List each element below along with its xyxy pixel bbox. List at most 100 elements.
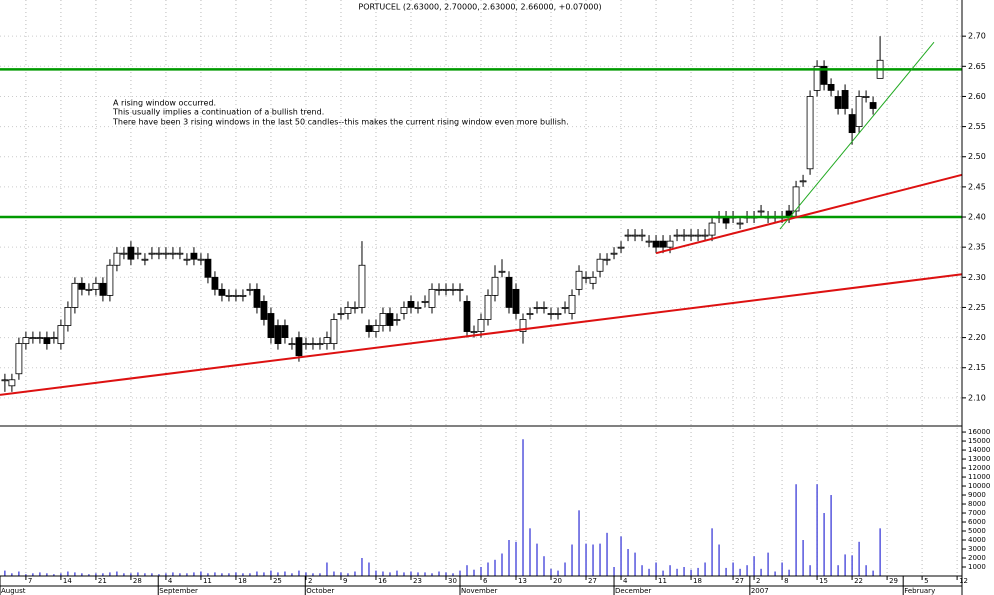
candle-body (414, 307, 422, 309)
candle-body (155, 252, 163, 255)
x-tick-label: 30 (448, 577, 457, 585)
candle-body (204, 258, 212, 278)
x-tick-label: 2 (756, 577, 760, 585)
x-tick-label: 18 (238, 577, 247, 585)
candle-body (113, 252, 121, 266)
x-tick-label: 11 (203, 577, 212, 585)
x-tick-label: 21 (98, 577, 107, 585)
candle-body (862, 96, 870, 98)
candle-body (15, 343, 23, 375)
candle-body (162, 252, 170, 255)
candle-body (71, 282, 79, 308)
y-tick-label: 8000 (968, 500, 986, 508)
candle-body (568, 294, 576, 314)
candle-body (372, 325, 380, 332)
candle-body (435, 288, 443, 291)
candle-body (78, 282, 86, 290)
candle-body (379, 313, 387, 326)
candle-body (680, 234, 688, 237)
y-tick-label: 2.40 (968, 213, 986, 222)
candle-body (659, 240, 667, 248)
candle-body (456, 288, 464, 291)
y-tick-label: 13000 (968, 455, 990, 463)
trend-line (779, 41, 935, 230)
x-tick-label: 12 (959, 577, 968, 585)
y-tick-label: 4000 (968, 536, 986, 544)
y-tick-label: 12000 (968, 464, 990, 472)
candle-body (421, 301, 429, 303)
candle-body (169, 252, 177, 255)
candle-body (869, 102, 877, 109)
candle-body (561, 307, 569, 309)
candle-body (428, 288, 436, 308)
candle-body (519, 319, 527, 332)
candle-body (8, 379, 16, 387)
candle-body (701, 234, 709, 237)
x-tick-label: 22 (854, 577, 863, 585)
candle-body (526, 313, 534, 315)
y-tick-label: 2.45 (968, 182, 986, 191)
candle-body (36, 337, 44, 339)
month-label: 2007 (751, 587, 769, 595)
candle-body (295, 337, 303, 357)
y-tick-label: 11000 (968, 473, 990, 481)
x-tick-label: 18 (693, 577, 702, 585)
x-tick-label: 25 (273, 577, 282, 585)
candle-body (442, 288, 450, 291)
candle-body (253, 288, 261, 308)
marks (0, 36, 963, 576)
candle-body (645, 240, 653, 243)
y-tick-label: 9000 (968, 491, 986, 499)
x-tick-label: 8 (784, 577, 788, 585)
candle-body (127, 246, 135, 260)
x-tick-label: 7 (28, 577, 32, 585)
candle-body (820, 65, 828, 85)
candle-body (344, 307, 352, 314)
candle-body (855, 96, 863, 127)
x-tick-label: 27 (588, 577, 597, 585)
annotation: There have been 3 rising windows in the … (112, 118, 569, 127)
candle-body (687, 234, 695, 237)
y-tick-label: 2.60 (968, 92, 986, 101)
month-label: September (159, 587, 198, 595)
candle-body (617, 246, 625, 249)
grid (0, 0, 962, 576)
x-tick-label: 23 (413, 577, 422, 585)
x-tick-label: 14 (63, 577, 72, 585)
candle-body (365, 325, 373, 332)
candle-body (64, 307, 72, 326)
y-tick-label: 2.25 (968, 303, 986, 312)
y-tick-label: 2000 (968, 554, 986, 562)
month-label: August (1, 587, 26, 595)
y-tick-label: 2.10 (968, 393, 986, 402)
candle-body (274, 325, 282, 345)
candle-body (239, 294, 247, 297)
candle-body (848, 114, 856, 134)
candle-body (358, 264, 366, 308)
candle-body (736, 222, 744, 225)
y-tick-label: 10000 (968, 482, 990, 490)
chart-title: PORTUCEL (2.63000, 2.70000, 2.63000, 2.6… (358, 3, 601, 12)
x-tick-label: 4 (623, 577, 628, 585)
candle-body (260, 301, 268, 320)
candle-body (498, 270, 506, 273)
candle-body (470, 331, 478, 333)
y-tick-label: 2.20 (968, 333, 986, 342)
candle-body (309, 343, 317, 346)
y-tick-label: 7000 (968, 509, 986, 517)
x-tick-label: 28 (133, 577, 142, 585)
candle-body (106, 264, 114, 296)
candle-body (176, 252, 184, 255)
month-label: November (461, 587, 498, 595)
candle-body (589, 276, 597, 284)
candle-body (596, 258, 604, 272)
candle-body (197, 258, 205, 261)
candle-body (330, 319, 338, 345)
y-tick-label: 2.55 (968, 122, 986, 131)
candle-body (792, 186, 800, 212)
candle-body (813, 65, 821, 91)
candle-body (603, 258, 611, 261)
candle-body (134, 252, 142, 255)
